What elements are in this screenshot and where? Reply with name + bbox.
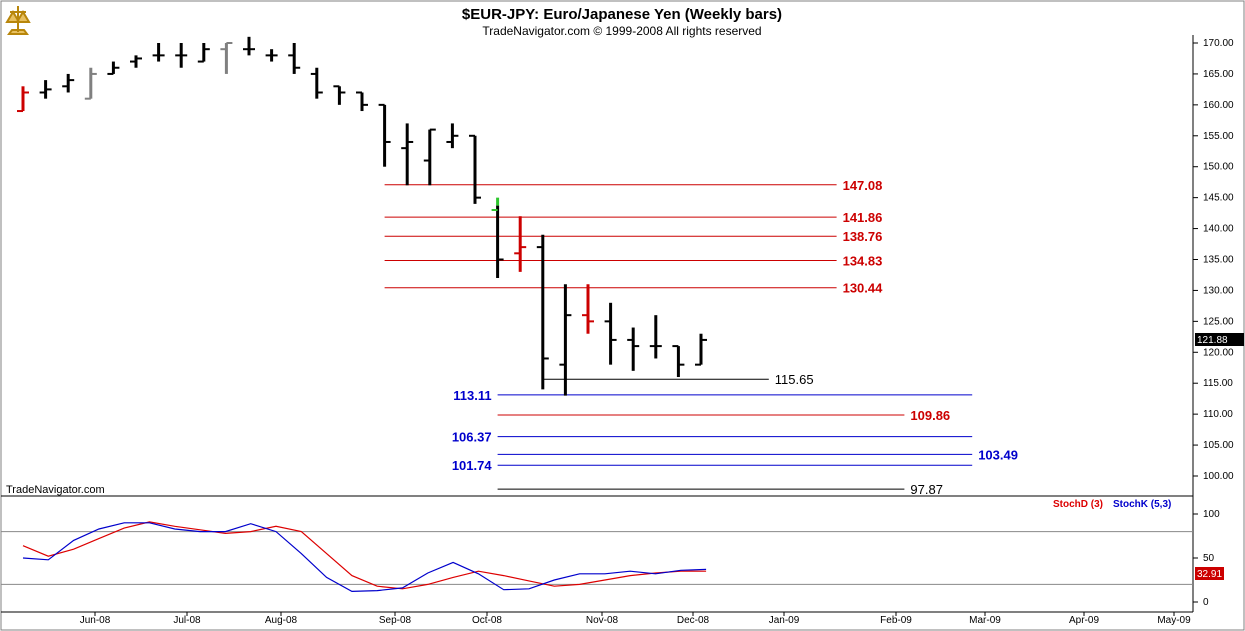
date-axis: Jun-08 Jul-08 Aug-08 Sep-08 Oct-08 Nov-08 Dec-…: [80, 612, 1191, 626]
price-tick-label: 160.00: [1203, 100, 1234, 111]
legend-stochd: StochD (3): [1053, 499, 1103, 510]
price-tick-label: 100.00: [1203, 471, 1234, 482]
price-tick-label: 135.00: [1203, 255, 1234, 266]
watermark-text: TradeNavigator.com: [6, 484, 105, 496]
price-tick-label: 150.00: [1203, 162, 1234, 173]
last-price-box: [1195, 333, 1244, 346]
stoch-tick-label: 0: [1203, 597, 1209, 608]
last-stoch-label: 32.91: [1197, 569, 1222, 580]
date-tick-label: Oct-08: [472, 615, 502, 626]
date-tick-label: Mar-09: [969, 615, 1001, 626]
legend-stochk: StochK (5,3): [1113, 499, 1171, 510]
level-label: 134.83: [843, 254, 883, 269]
price-tick-label: 115.00: [1203, 378, 1233, 389]
date-tick-label: May-09: [1157, 615, 1191, 626]
stochk-line: [22, 522, 707, 593]
stoch-tick-label: 100: [1203, 509, 1220, 520]
date-tick-label: Aug-08: [265, 615, 298, 626]
level-label: 113.11: [453, 388, 491, 403]
logo-icon: [5, 6, 31, 35]
level-label: 106.37: [452, 430, 492, 445]
price-axis: 170.00 165.00 160.00 155.00 150.00 145.00 140.…: [1193, 38, 1234, 482]
price-tick-label: 155.00: [1203, 131, 1234, 142]
date-tick-label: Jul-08: [173, 615, 201, 626]
price-tick-label: 145.00: [1203, 193, 1234, 204]
price-tick-label: 170.00: [1203, 38, 1234, 49]
date-tick-label: Dec-08: [677, 615, 710, 626]
level-label: 103.49: [978, 447, 1018, 462]
level-label: 147.08: [843, 178, 883, 193]
date-tick-label: Sep-08: [379, 615, 412, 626]
level-label: 101.74: [452, 458, 493, 473]
price-tick-label: 110.00: [1203, 409, 1233, 420]
stochastic-pane: 100 50 0: [1, 509, 1220, 608]
stoch-tick-label: 50: [1203, 553, 1215, 564]
last-price-label: 121.88: [1197, 335, 1228, 346]
stochd-line: [22, 521, 707, 590]
price-tick-label: 165.00: [1203, 69, 1234, 80]
price-tick-label: 125.00: [1203, 316, 1234, 327]
date-tick-label: Jan-09: [769, 615, 800, 626]
price-bars: [17, 36, 707, 396]
date-tick-label: Feb-09: [880, 615, 912, 626]
level-label: 109.86: [910, 408, 950, 423]
level-label: 97.87: [910, 482, 943, 497]
price-tick-label: 140.00: [1203, 224, 1234, 235]
level-label: 115.65: [775, 372, 814, 387]
price-tick-label: 130.00: [1203, 285, 1234, 296]
price-tick-label: 105.00: [1203, 440, 1234, 451]
fibonacci-levels: 147.08 141.86 138.76 134.83 130.44 115.65 113.…: [384, 178, 1018, 497]
level-label: 141.86: [843, 210, 883, 225]
date-tick-label: Apr-09: [1069, 615, 1099, 626]
chart-title: $EUR-JPY: Euro/Japanese Yen (Weekly bars…: [462, 6, 782, 23]
price-tick-label: 120.00: [1203, 347, 1234, 358]
level-label: 138.76: [843, 229, 883, 244]
date-tick-label: Jun-08: [80, 615, 111, 626]
chart-subtitle: TradeNavigator.com © 1999-2008 All right…: [482, 24, 761, 38]
last-stoch-box: [1195, 567, 1224, 580]
date-tick-label: Nov-08: [586, 615, 619, 626]
level-label: 130.44: [843, 281, 884, 296]
